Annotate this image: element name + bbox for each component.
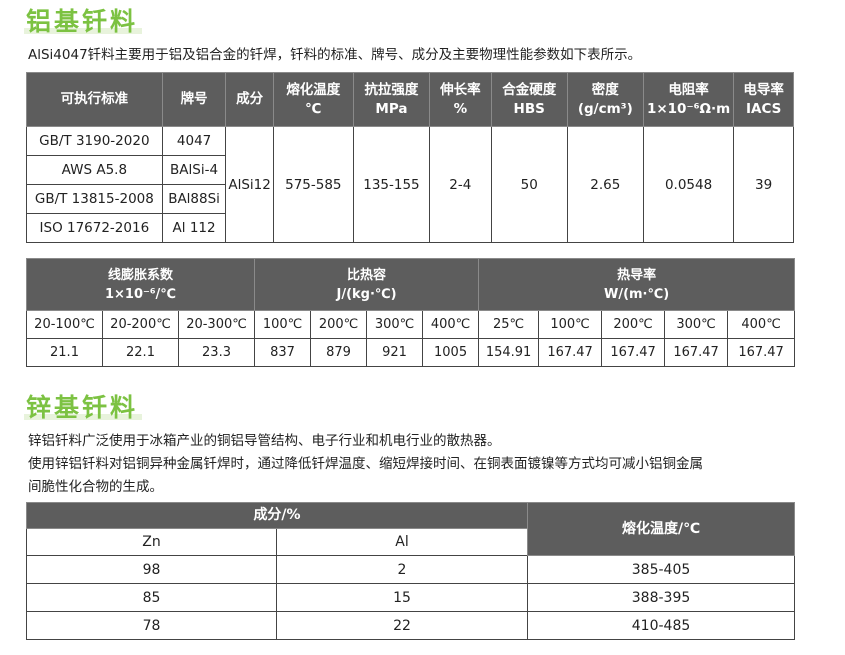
temperature-row: 20-100℃ 20-200℃ 20-300℃ 100℃ 200℃ 300℃ 4…	[26, 310, 796, 339]
table3-subheader-row: Zn Al	[26, 528, 795, 556]
value-cell: 21.1	[26, 338, 103, 367]
temp-cell: 25℃	[478, 310, 540, 339]
header-resistivity: 电阻率 1×10⁻⁶Ω·m	[642, 72, 735, 127]
value-cell: 167.47	[664, 338, 729, 367]
elongation-cell: 2-4	[428, 126, 492, 243]
tensile-cell: 135-155	[352, 126, 430, 243]
value-cell: 167.47	[538, 338, 603, 367]
al-cell: 15	[275, 583, 529, 612]
value-cell: 879	[310, 338, 368, 367]
value-cell: 1005	[422, 338, 480, 367]
temp-cell: 100℃	[254, 310, 312, 339]
table-row: GB/T 13815-2008 BAl88Si	[26, 184, 794, 214]
header-density: 密度 (g/cm³)	[566, 72, 644, 127]
header-thermal-conductivity: 热导率 W/(m·℃)	[478, 258, 796, 311]
section1-intro: AlSi4047钎料主要用于铝及铝合金的钎焊，钎料的标准、牌号、成分及主要物理性…	[28, 47, 642, 63]
header-expansion: 线膨胀系数 1×10⁻⁶/℃	[25, 258, 256, 311]
header-standard: 可执行标准	[26, 72, 163, 127]
header-composition: 成分	[225, 72, 274, 127]
value-cell: 167.47	[601, 338, 666, 367]
header-tensile: 抗拉强度 MPa	[352, 72, 430, 127]
header-elongation: 伸长率%	[428, 72, 492, 127]
header-composition-percent: 成分/%	[25, 502, 529, 529]
table-row: 85 15 388-395	[26, 583, 796, 612]
header-conductivity: 电导率 IACS	[733, 72, 794, 127]
value-cell: 23.3	[177, 338, 256, 367]
header-melting-temp: 熔化温度/℃	[527, 502, 796, 556]
table2-header-row: 线膨胀系数 1×10⁻⁶/℃ 比热容 J/(kg·℃) 热导率 W/(m·℃)	[25, 258, 796, 311]
zn-cell: 78	[26, 611, 277, 640]
col-al: Al	[275, 528, 529, 556]
zn-cell: 98	[26, 555, 277, 584]
temp-cell: 400℃	[727, 310, 796, 339]
table-row: 98 2 385-405	[26, 555, 796, 584]
table-row: 78 22 410-485	[26, 611, 796, 640]
temp-cell: 20-100℃	[26, 310, 103, 339]
temp-cell: 300℃	[664, 310, 729, 339]
melting-cell: 385-405	[527, 555, 796, 584]
temp-cell: 20-200℃	[102, 310, 179, 339]
standard-cell: AWS A5.8	[26, 155, 163, 185]
melting-cell: 388-395	[527, 583, 796, 612]
section2-para2-line1: 使用锌铝钎料对铝铜异种金属钎焊时，通过降低钎焊温度、缩短焊接时间、在铜表面镀镍等…	[28, 456, 703, 472]
section1-title: 铝基钎料	[26, 7, 139, 36]
zinc-solder-table: 成分/% 熔化温度/℃ Zn Al 98 2 385-405 85 15 388…	[25, 502, 796, 640]
grade-cell: Al 112	[161, 213, 227, 243]
al-cell: 22	[275, 611, 529, 640]
section2-para1: 锌铝钎料广泛使用于冰箱产业的铜铝导管结构、电子行业和机电行业的散热器。	[28, 433, 501, 449]
melting-cell: 575-585	[272, 126, 354, 243]
grade-cell: BAl88Si	[161, 184, 227, 214]
table-row: GB/T 3190-2020 4047 AlSi12 575-585 135-1…	[26, 126, 794, 243]
table-row: AWS A5.8 BAlSi-4	[26, 155, 794, 185]
temp-cell: 200℃	[310, 310, 368, 339]
value-row: 21.1 22.1 23.3 837 879 921 1005 154.91 1…	[26, 338, 796, 367]
value-cell: 921	[366, 338, 424, 367]
thermal-properties-table: 线膨胀系数 1×10⁻⁶/℃ 比热容 J/(kg·℃) 热导率 W/(m·℃) 20-…	[25, 258, 796, 367]
conductivity-cell: 39	[733, 126, 794, 243]
header-melting: 熔化温度 ℃	[272, 72, 354, 127]
section1-heading-underline	[24, 28, 142, 34]
temp-cell: 20-300℃	[177, 310, 256, 339]
aluminum-solder-properties-table: 可执行标准 牌号 成分 熔化温度 ℃ 抗拉强度 MPa 伸长率% 合金硬度 HBS 密…	[26, 72, 794, 243]
section2-title: 锌基钎料	[26, 393, 139, 422]
temp-cell: 200℃	[601, 310, 666, 339]
section2-para2-line2: 间脆性化合物的生成。	[28, 479, 163, 495]
grade-cell: 4047	[161, 126, 227, 156]
table1-header-row: 可执行标准 牌号 成分 熔化温度 ℃ 抗拉强度 MPa 伸长率% 合金硬度 HBS 密…	[26, 72, 794, 127]
table3-header-row: 成分/% 熔化温度/℃	[25, 502, 796, 556]
header-specific-heat: 比热容 J/(kg·℃)	[254, 258, 480, 311]
value-cell: 167.47	[727, 338, 796, 367]
standard-cell: GB/T 3190-2020	[26, 126, 163, 156]
al-cell: 2	[275, 555, 529, 584]
standard-cell: GB/T 13815-2008	[26, 184, 163, 214]
zn-cell: 85	[26, 583, 277, 612]
col-zn: Zn	[26, 528, 277, 556]
standard-cell: ISO 17672-2016	[26, 213, 163, 243]
section2-heading-underline	[24, 414, 142, 420]
temp-cell: 300℃	[366, 310, 424, 339]
temp-cell: 400℃	[422, 310, 480, 339]
table-row: ISO 17672-2016 Al 112	[26, 213, 794, 243]
value-cell: 22.1	[102, 338, 179, 367]
hardness-cell: 50	[490, 126, 568, 243]
header-hardness: 合金硬度 HBS	[490, 72, 568, 127]
grade-cell: BAlSi-4	[161, 155, 227, 185]
value-cell: 837	[254, 338, 312, 367]
resistivity-cell: 0.0548	[642, 126, 735, 243]
temp-cell: 100℃	[538, 310, 603, 339]
header-grade: 牌号	[161, 72, 227, 127]
melting-cell: 410-485	[527, 611, 796, 640]
density-cell: 2.65	[566, 126, 644, 243]
value-cell: 154.91	[478, 338, 540, 367]
composition-cell: AlSi12	[225, 126, 274, 243]
